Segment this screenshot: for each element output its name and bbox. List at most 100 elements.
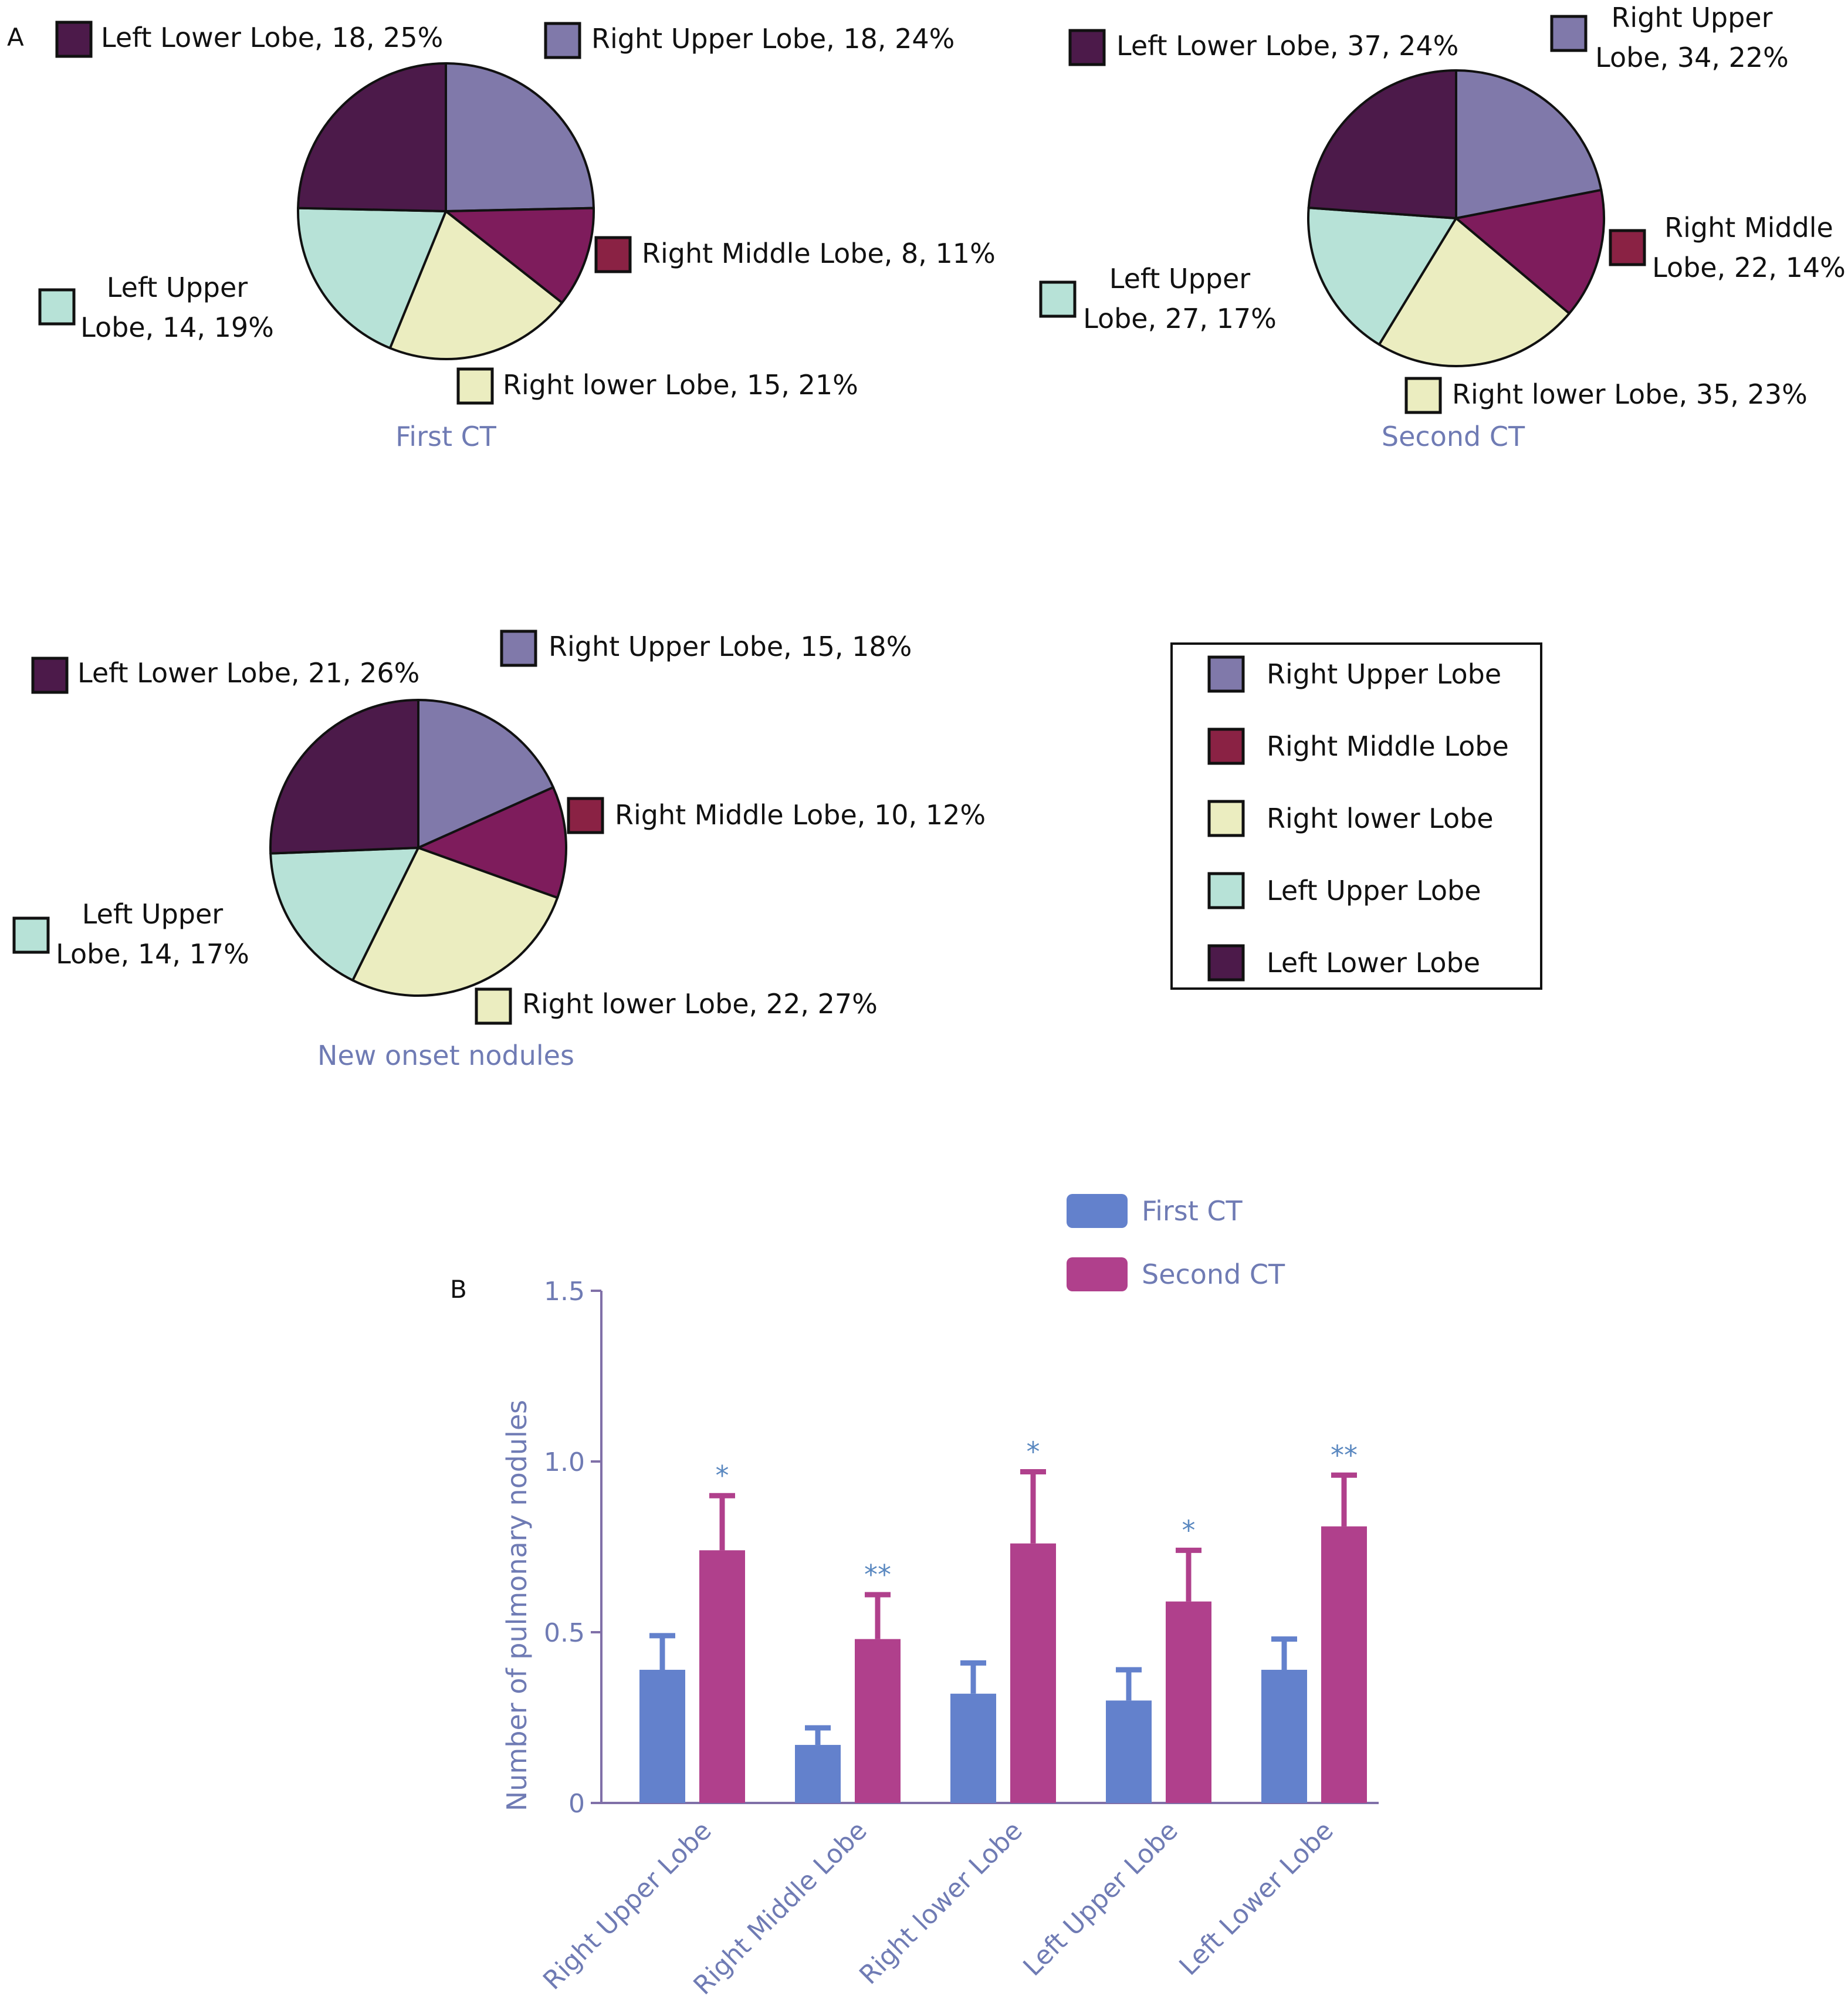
pie-label-swatch [55,21,93,58]
pie-slice-right-middle [445,207,595,304]
pie-label-swatch [1550,15,1588,52]
pie-slice-label: Right lower Lobe, 15, 21% [503,369,858,401]
significance-marker: * [1182,1514,1196,1546]
pie-slice-label: Right Upper Lobe, 18, 24% [591,23,955,55]
pie-slice-label: Left Lower Lobe, 21, 26% [77,657,419,689]
legend-label: Right Middle Lobe [1267,730,1509,762]
bar-legend-label: Second CT [1142,1258,1285,1290]
pie-slice-left-lower [297,62,447,212]
pie-slice-label: Left Lower Lobe, 37, 24% [1116,30,1458,62]
pie-label-swatch [567,797,604,834]
pie-slice-label: Lobe, 34, 22% [1595,42,1789,73]
pie-label-swatch [594,236,632,273]
bar-second-ct [855,1639,901,1803]
pie-slice-label: Right lower Lobe, 35, 23% [1452,378,1808,410]
pie-slice-label: Left Upper [107,272,248,303]
pie-label-swatch [475,987,512,1025]
pie-slice-label: Lobe, 22, 14% [1652,252,1846,283]
pie-slice-right-upper [445,62,595,212]
x-tick-label: Left Lower Lobe [1173,1816,1339,1981]
bar-first-ct [639,1670,685,1803]
x-tick-label: Left Upper Lobe [1017,1816,1183,1982]
bar-first-ct [1261,1670,1307,1803]
legend-label: Left Upper Lobe [1267,875,1481,906]
bar-legend-swatch [1067,1194,1128,1228]
pie-slice-left-upper [297,207,447,350]
pie-slice-label: Right Middle [1664,212,1833,243]
pie-slice-right-middle [417,786,567,899]
x-tick-label: Right Upper Lobe [537,1816,717,1996]
y-tick-label: 0.5 [544,1618,585,1648]
pie-label-swatch [31,657,69,694]
pie-label-swatch [1068,29,1106,66]
bar-chart: 0 0.5 1.0 1.5 Number of pulmonary nodules * Ri… [501,1194,1379,2001]
pie-slice-label: Lobe, 14, 17% [56,938,249,970]
pie-slice-label: Right Middle Lobe, 10, 12% [615,799,986,831]
pie-label-swatch [456,367,494,405]
legend-swatch [1207,728,1245,765]
panel-label-b: B [450,1275,467,1304]
bar-second-ct [1166,1601,1211,1803]
bar-first-ct [795,1745,841,1803]
pie-label-swatch [544,22,581,59]
pie-label-swatch [38,288,76,326]
significance-marker: * [716,1460,729,1491]
pie-slice-label: Left Upper [1109,263,1251,295]
pie-label-swatch [1039,280,1077,318]
pie-slice-right-lower [1377,217,1571,367]
bar-first-ct [1106,1700,1152,1803]
y-axis-label: Number of pulmonary nodules [501,1400,533,1811]
bar-second-ct [1010,1543,1056,1803]
pie-title: Second CT [1382,421,1525,452]
pie-slice-left-upper [1307,207,1457,346]
pie-slice-left-lower [1307,69,1457,219]
legend-swatch [1207,872,1245,909]
significance-marker: ** [864,1559,891,1591]
pie-title: New onset nodules [317,1040,574,1071]
pie-first-ct: First CT Right Upper Lobe, 18, 24% Right M… [38,21,996,452]
y-tick-label: 1.5 [544,1277,585,1307]
significance-marker: * [1027,1436,1040,1467]
bar-legend-swatch [1067,1257,1128,1291]
pie-slice-right-lower [388,210,563,360]
pie-slice-label: Left Lower Lobe, 18, 25% [101,22,443,53]
pie-slice-right-upper [1455,69,1603,219]
pie-slice-right-upper [417,699,554,849]
pie-slice-left-upper [269,847,419,982]
bar-second-ct [699,1550,745,1803]
pie-title: First CT [395,421,497,452]
bar-second-ct [1321,1526,1367,1803]
legend-label: Right lower Lobe [1267,803,1494,834]
legend-label: Left Lower Lobe [1267,947,1480,979]
pie-slice-left-lower [269,699,419,855]
x-tick-label: Right Middle Lobe [688,1816,873,2001]
pie-slice-label: Right lower Lobe, 22, 27% [522,988,878,1020]
pie-slice-label: Lobe, 14, 19% [80,312,274,343]
pie-slice-label: Lobe, 27, 17% [1083,303,1277,334]
x-tick-label: Right lower Lobe [854,1816,1028,1991]
pie-second-ct: Second CT Right Upper Lobe, 34, 22% Right M… [1039,2,1846,452]
pie-label-swatch [12,916,50,954]
pie-slice-label: Left Upper [82,898,224,930]
y-tick-label: 0 [568,1789,585,1819]
pie-slice-right-lower [351,847,559,997]
pie-label-swatch [1609,229,1646,266]
bar-first-ct [950,1693,996,1803]
pie-slice-right-middle [1455,188,1605,315]
y-tick-label: 1.0 [544,1447,585,1477]
legend-label: Right Upper Lobe [1267,658,1501,690]
legend-swatch [1207,800,1245,837]
pie-slice-label: Right Upper Lobe, 15, 18% [549,631,912,662]
pie-label-swatch [500,630,537,667]
significance-marker: ** [1331,1439,1358,1471]
legend-box: Right Upper Lobe Right Middle Lobe Right l… [1170,642,1542,990]
pie-slice-label: Right Upper [1611,2,1772,33]
pie-new-onset: New onset nodules Right Upper Lobe, 15, 1… [12,630,986,1071]
legend-swatch [1207,944,1245,982]
pie-label-swatch [1404,377,1442,414]
bar-legend-label: First CT [1142,1195,1243,1227]
panel-label-a: A [7,23,24,52]
legend-swatch [1207,655,1245,693]
pie-slice-label: Right Middle Lobe, 8, 11% [642,238,996,269]
